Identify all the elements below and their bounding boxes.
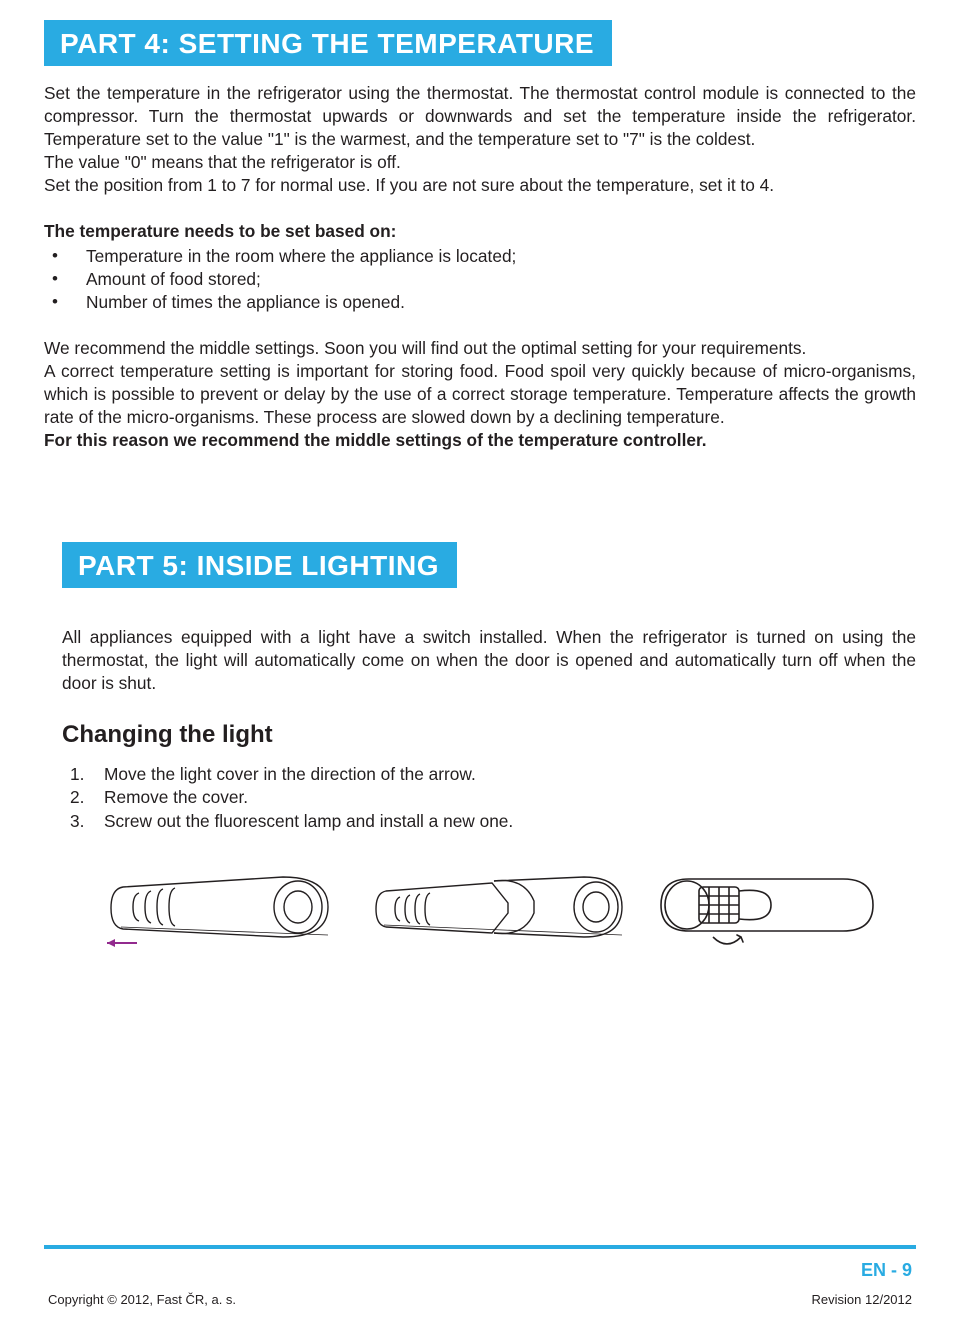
part5-body: All appliances equipped with a light hav…	[62, 626, 916, 695]
part4-body: Set the temperature in the refrigerator …	[44, 82, 916, 452]
light-illustrations	[62, 857, 916, 957]
part4-para2: The value "0" means that the refrigerato…	[44, 151, 916, 174]
bullet-item: Number of times the appliance is opened.	[44, 291, 916, 314]
part4-list-heading: The temperature needs to be set based on…	[44, 220, 916, 243]
part4-para1: Set the temperature in the refrigerator …	[44, 82, 916, 151]
part4-bullets: Temperature in the room where the applia…	[44, 245, 916, 314]
step-item: Move the light cover in the direction of…	[62, 763, 916, 786]
part5-header: PART 5: INSIDE LIGHTING	[62, 542, 457, 588]
light-lamp-step3-icon	[655, 857, 885, 957]
part4-para3: Set the position from 1 to 7 for normal …	[44, 174, 916, 197]
footer-rule	[44, 1245, 916, 1249]
bullet-item: Amount of food stored;	[44, 268, 916, 291]
changing-light-heading: Changing the light	[62, 721, 916, 749]
part4-para6: For this reason we recommend the middle …	[44, 429, 916, 452]
changing-light-steps: Move the light cover in the direction of…	[62, 763, 916, 833]
bullet-item: Temperature in the room where the applia…	[44, 245, 916, 268]
light-cover-step1-icon	[93, 857, 353, 957]
step-item: Screw out the fluorescent lamp and insta…	[62, 810, 916, 833]
part4-para5: A correct temperature setting is importa…	[44, 360, 916, 429]
part5-para1: All appliances equipped with a light hav…	[62, 626, 916, 695]
light-cover-step2-icon	[374, 857, 634, 957]
page-number: EN - 9	[861, 1260, 912, 1281]
part4-header: PART 4: SETTING THE TEMPERATURE	[44, 20, 612, 66]
copyright-text: Copyright © 2012, Fast ČR, a. s.	[48, 1292, 236, 1307]
revision-text: Revision 12/2012	[812, 1292, 912, 1307]
step-item: Remove the cover.	[62, 786, 916, 809]
part4-para4: We recommend the middle settings. Soon y…	[44, 337, 916, 360]
